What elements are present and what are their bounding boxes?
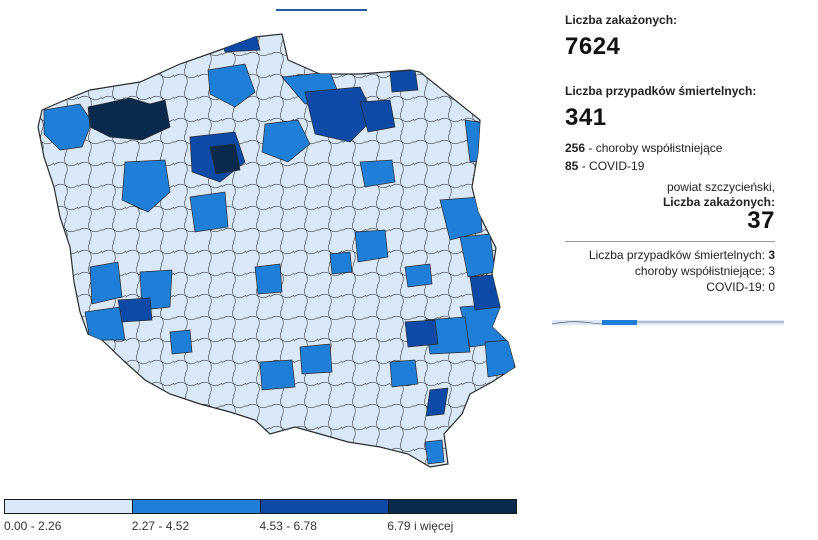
- legend-labels: 0.00 - 2.26 2.27 - 4.52 4.53 - 6.78 6.79…: [4, 519, 515, 533]
- legend-label-2: 2.27 - 4.52: [131, 519, 190, 533]
- county-tooltip: powiat szczycieński, Liczba zakażonych: …: [565, 180, 775, 294]
- covid-deaths-row: 85 - COVID-19: [565, 159, 644, 173]
- legend-swatch-4: [389, 500, 516, 513]
- counties-level-4[interactable]: [87, 97, 241, 175]
- tooltip-infected-label: Liczba zakażonych:: [662, 195, 775, 209]
- legend-swatch-3: [261, 500, 389, 513]
- comorbid-deaths-value: 256: [565, 141, 586, 155]
- comorbid-deaths-row: 256 - choroby współistniejące: [565, 141, 722, 155]
- total-infected-label: Liczba zakażonych:: [565, 13, 678, 27]
- legend-label-1: 0.00 - 2.26: [4, 519, 62, 533]
- tooltip-comorbid-label: choroby współistniejące:: [634, 264, 765, 278]
- covid-deaths-label: - COVID-19: [578, 159, 645, 173]
- legend-label-3: 4.53 - 6.78: [259, 519, 317, 533]
- county-borders: [38, 34, 515, 467]
- tooltip-covid-label: COVID-19:: [706, 280, 765, 294]
- tooltip-covid-row: COVID-19: 0: [565, 280, 775, 294]
- total-deaths-value: 341: [565, 104, 607, 131]
- map-svg[interactable]: [30, 22, 530, 492]
- total-deaths-label: Liczba przypadków śmiertelnych:: [565, 84, 757, 98]
- tooltip-covid-value: 0: [768, 280, 775, 294]
- color-legend: [4, 499, 517, 514]
- comorbid-deaths-label: - choroby współistniejące: [585, 141, 723, 155]
- counties-level-2[interactable]: [43, 63, 515, 465]
- legend-label-4: 6.79 i więcej: [387, 519, 454, 533]
- tooltip-deaths-row: Liczba przypadków śmiertelnych: 3: [565, 248, 775, 262]
- total-infected-value: 7624: [565, 33, 621, 60]
- tooltip-deaths-value: 3: [768, 248, 775, 262]
- legend-swatch-2: [133, 500, 261, 513]
- tooltip-comorbid-value: 3: [768, 264, 775, 278]
- tooltip-infected-value: 37: [747, 207, 775, 234]
- tooltip-deaths-label: Liczba przypadków śmiertelnych:: [588, 248, 765, 262]
- top-link-underline: [276, 9, 367, 11]
- poland-county-map[interactable]: [30, 22, 530, 492]
- mini-map-strip: [552, 316, 784, 325]
- tooltip-comorbid-row: choroby współistniejące: 3: [565, 264, 775, 278]
- covid-deaths-value: 85: [565, 159, 579, 173]
- tooltip-county-name: powiat szczycieński,: [666, 180, 775, 194]
- legend-swatch-1: [5, 500, 133, 513]
- tooltip-divider: [565, 241, 775, 242]
